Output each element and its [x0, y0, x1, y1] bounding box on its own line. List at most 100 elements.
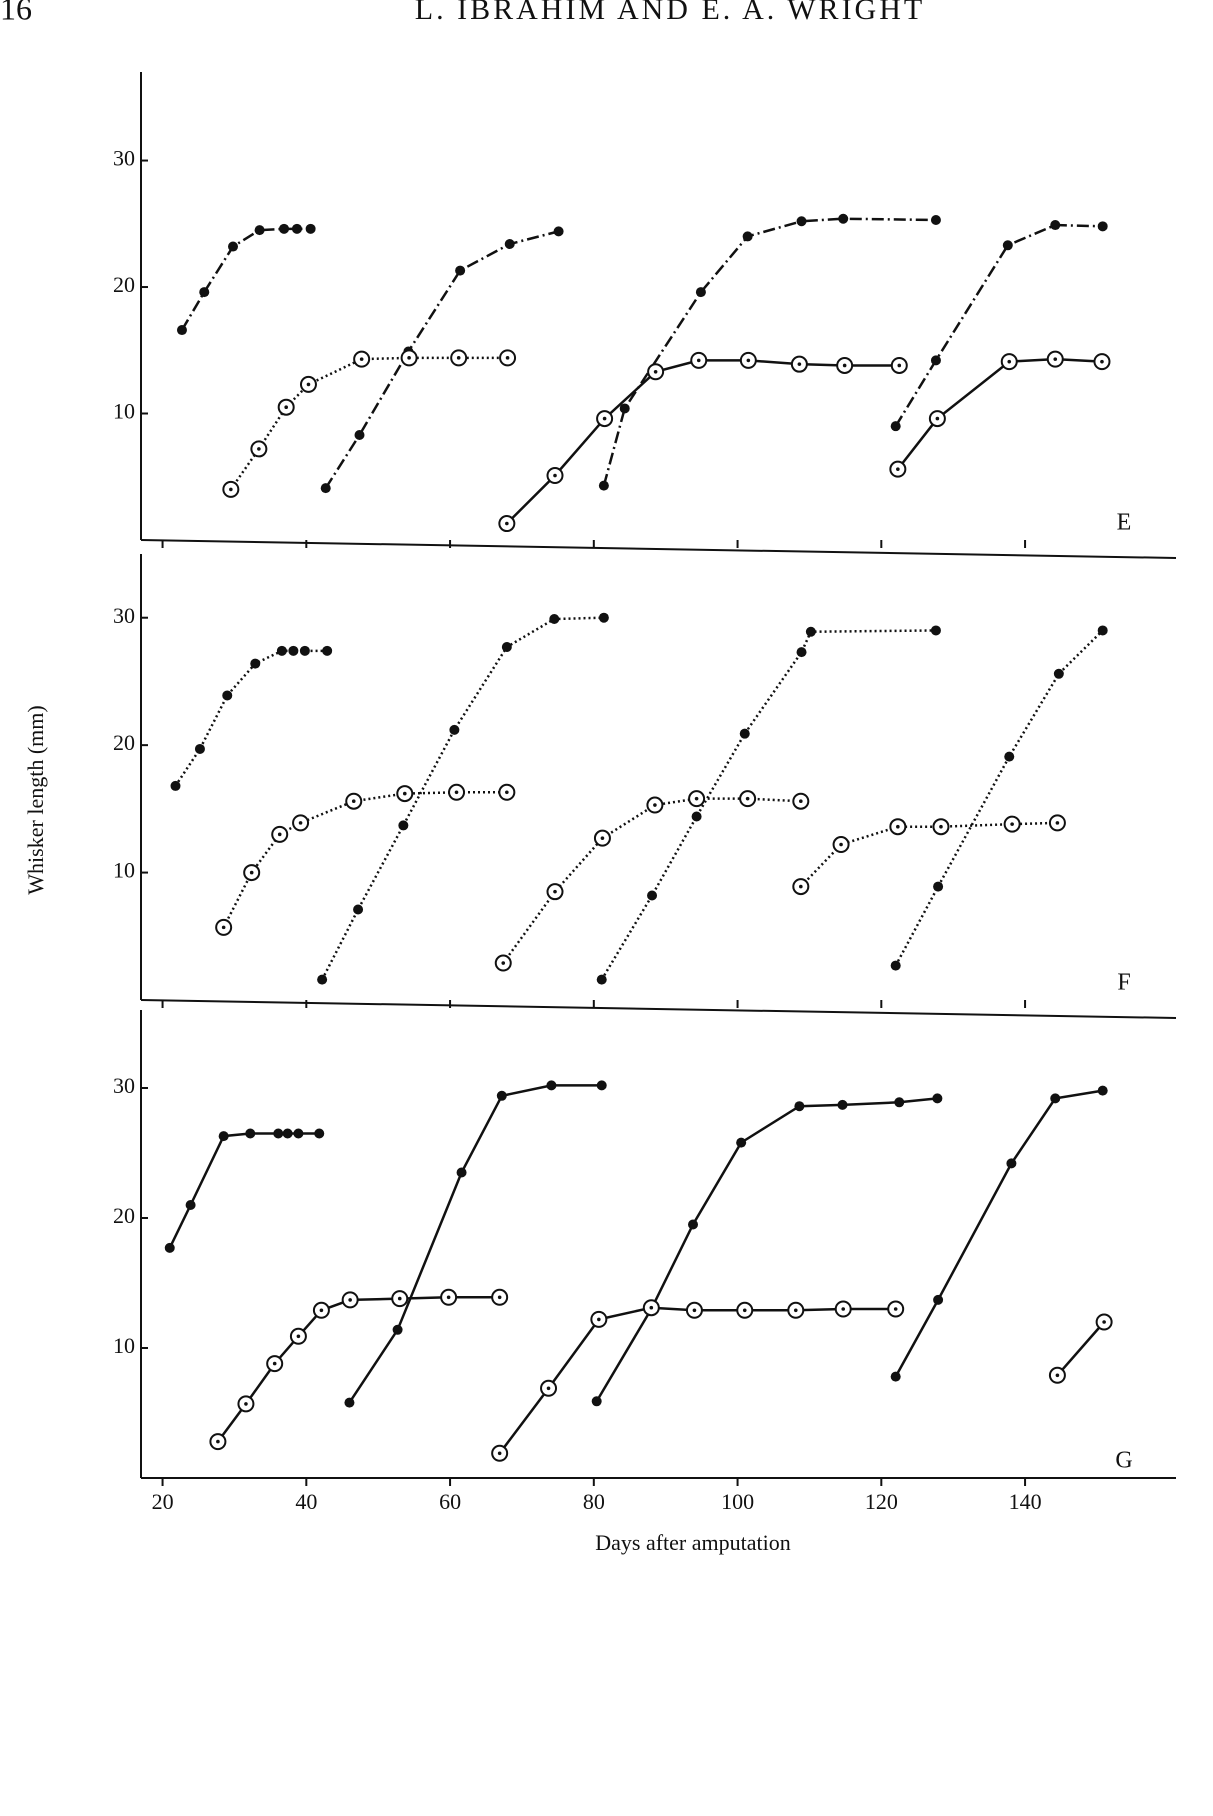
filled-point	[1002, 240, 1013, 251]
series-line	[168, 1132, 320, 1249]
filled-point	[320, 483, 331, 494]
series-line	[348, 1084, 602, 1404]
filled-point	[1050, 220, 1061, 231]
filled-point	[176, 325, 187, 336]
filled-point	[1006, 1158, 1017, 1169]
filled-point	[194, 743, 205, 754]
open-point-center	[456, 356, 461, 360]
open-point-center	[229, 487, 233, 492]
open-point-center	[319, 1308, 324, 1313]
series-line	[1056, 1321, 1106, 1377]
x-tick-label: 40	[295, 1489, 317, 1514]
series-line	[896, 357, 1103, 470]
filled-point	[1004, 751, 1015, 762]
filled-point	[314, 1128, 325, 1139]
open-point-center	[841, 1307, 846, 1311]
series-line	[324, 230, 559, 489]
filled-point	[1097, 625, 1108, 636]
series-line	[894, 1089, 1103, 1378]
x-tick-label: 100	[721, 1489, 754, 1514]
filled-point	[291, 223, 302, 234]
open-point-center	[553, 473, 557, 478]
filled-point	[1097, 221, 1108, 232]
open-point-center	[939, 824, 943, 829]
filled-point	[254, 225, 265, 236]
open-point-center	[602, 416, 607, 421]
x-axis	[140, 539, 1177, 559]
open-point-center	[1102, 1320, 1106, 1324]
open-point-center	[897, 363, 902, 368]
filled-point	[170, 780, 181, 791]
series-line	[894, 223, 1103, 427]
filled-point	[185, 1200, 196, 1210]
filled-point	[354, 430, 365, 441]
open-point-center	[446, 1295, 451, 1300]
open-point-center	[842, 363, 847, 368]
filled-point	[596, 1080, 607, 1091]
open-point-center	[746, 358, 751, 363]
series-line	[505, 359, 900, 525]
series-line	[216, 1296, 500, 1443]
filled-point	[218, 1131, 229, 1142]
filled-point	[933, 1294, 944, 1305]
open-point-center	[692, 1308, 697, 1313]
open-point-center	[272, 1361, 277, 1366]
filled-point	[930, 355, 941, 366]
filled-point	[890, 1371, 901, 1382]
x-axis-title: Days after amputation	[595, 1530, 791, 1555]
y-tick-label: 20	[113, 1203, 135, 1228]
page-number: 16	[0, 0, 32, 26]
filled-point	[279, 223, 290, 234]
series-line	[502, 797, 801, 964]
open-point-center	[348, 1298, 352, 1302]
y-tick-label: 30	[113, 1073, 135, 1098]
x-tick-label: 140	[1009, 1489, 1042, 1514]
open-point-center	[1010, 822, 1014, 826]
x-tick-label: 60	[439, 1489, 461, 1514]
y-tick-label: 10	[113, 1333, 135, 1358]
filled-point	[293, 1128, 304, 1139]
filled-point	[796, 216, 807, 227]
open-point-center	[935, 416, 940, 421]
open-point-center	[694, 796, 699, 801]
panel-label: E	[1117, 510, 1132, 536]
open-point-center	[244, 1402, 248, 1406]
open-point-center	[839, 842, 843, 847]
series-line	[602, 217, 936, 486]
filled-point	[273, 1128, 284, 1139]
filled-point	[688, 1219, 698, 1230]
open-point-center	[649, 1305, 654, 1310]
open-point-center	[600, 836, 605, 840]
open-point-center	[553, 889, 557, 894]
series-line	[799, 821, 1058, 888]
open-point-center	[742, 1308, 747, 1313]
filled-point	[794, 1101, 805, 1112]
open-point-center	[745, 796, 750, 801]
y-tick-label: 20	[113, 272, 135, 297]
open-point-center	[402, 791, 407, 796]
filled-point	[619, 403, 630, 414]
x-tick-label: 80	[583, 1489, 605, 1514]
series-line	[222, 791, 507, 928]
filled-point	[455, 265, 466, 276]
filled-point	[890, 960, 901, 971]
filled-point	[1053, 668, 1064, 679]
filled-point	[504, 239, 515, 250]
filled-point	[796, 647, 807, 658]
open-point-center	[501, 961, 506, 965]
filled-point	[245, 1128, 256, 1139]
filled-point	[596, 974, 607, 985]
open-point-center	[597, 1317, 601, 1322]
filled-point	[353, 904, 364, 915]
open-point-center	[1055, 1373, 1060, 1378]
filled-point	[305, 223, 316, 234]
filled-point	[742, 231, 753, 242]
filled-point	[456, 1167, 467, 1178]
filled-point	[930, 214, 941, 225]
filled-point	[288, 645, 299, 656]
filled-point	[691, 811, 702, 822]
open-point-center	[1100, 359, 1104, 364]
filled-point	[805, 626, 816, 637]
filled-point	[838, 213, 849, 224]
filled-point	[317, 974, 328, 985]
